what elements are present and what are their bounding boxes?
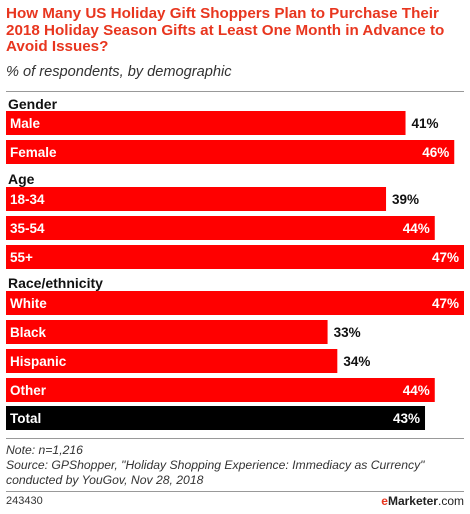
bar-label: Female xyxy=(10,145,57,160)
bar-label: Black xyxy=(10,325,47,340)
bar-55- xyxy=(6,245,464,269)
footer-divider xyxy=(6,491,464,492)
bar-label: Other xyxy=(10,383,47,398)
chart-title: How Many US Holiday Gift Shoppers Plan t… xyxy=(6,5,445,55)
bar-label: Total xyxy=(10,411,41,426)
bar-black xyxy=(6,320,328,344)
bar-value: 47% xyxy=(432,296,459,311)
bar-value: 33% xyxy=(334,325,361,340)
bar-value: 44% xyxy=(403,383,430,398)
bar-value: 46% xyxy=(422,145,449,160)
bar-male xyxy=(6,111,406,135)
group-label-age: Age xyxy=(8,171,35,187)
bar-chart: Male 41% Female 46% 18-34 39% 35-54 44% 55+ 47% Wh… xyxy=(6,111,464,430)
note-text: Note: n=1,216 xyxy=(6,443,83,457)
bar-hispanic xyxy=(6,349,338,373)
bar-value: 41% xyxy=(412,116,439,131)
bar-label: Male xyxy=(10,116,41,131)
source-text: Source: GPShopper, "Holiday Shopping Exp… xyxy=(6,458,425,487)
bar-18-34 xyxy=(6,187,387,211)
bar-value: 43% xyxy=(393,411,420,426)
bar-label: Hispanic xyxy=(10,354,67,369)
bar-label: 35-54 xyxy=(10,221,45,236)
bar-value: 47% xyxy=(432,250,459,265)
bar-female xyxy=(6,140,455,164)
bar-label: 18-34 xyxy=(10,192,45,207)
bar-value: 34% xyxy=(343,354,370,369)
group-label-gender: Gender xyxy=(8,96,58,112)
bar-total xyxy=(6,406,426,430)
top-divider xyxy=(6,91,464,92)
group-label-race: Race/ethnicity xyxy=(8,275,103,291)
bar-other xyxy=(6,378,435,402)
bar-label: White xyxy=(10,296,47,311)
bar-value: 39% xyxy=(392,192,419,207)
bar-35-54 xyxy=(6,216,435,240)
brand-logo[interactable]: eMarketer.com xyxy=(381,494,464,508)
chart-id: 243430 xyxy=(6,495,43,507)
bottom-divider xyxy=(6,438,464,439)
chart-subtitle: % of respondents, by demographic xyxy=(6,64,232,80)
bar-value: 44% xyxy=(403,221,430,236)
bar-label: 55+ xyxy=(10,250,33,265)
bar-white xyxy=(6,291,464,315)
